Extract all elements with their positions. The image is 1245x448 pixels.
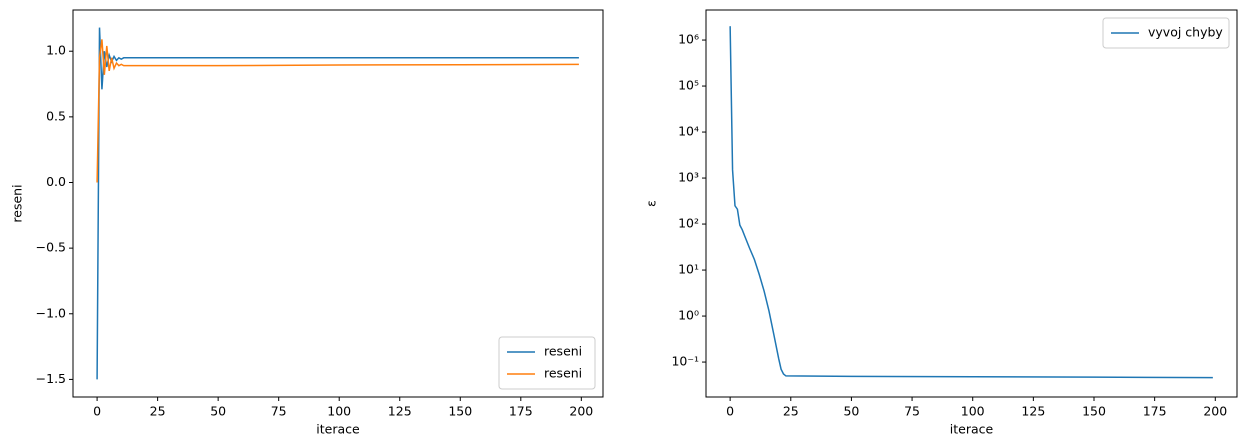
y-tick-label: 10⁶: [678, 32, 699, 47]
x-tick-label: 75: [904, 404, 920, 419]
data-line: [96, 39, 579, 183]
x-tick-label: 125: [1021, 404, 1045, 419]
y-axis-label: reseni: [10, 184, 25, 222]
x-axis-label: iterace: [950, 422, 994, 437]
legend: reseni reseni: [498, 336, 596, 390]
x-tick-label: 175: [509, 404, 533, 419]
data-line: [729, 26, 1213, 379]
x-tick-label: 200: [569, 404, 593, 419]
y-tick-label: 10⁵: [678, 78, 699, 93]
plot-area: [729, 26, 1213, 379]
x-tick-label: 0: [93, 404, 101, 419]
legend-box: [498, 336, 596, 390]
x-tick-label: 150: [1082, 404, 1106, 419]
x-tick-label: 175: [1143, 404, 1167, 419]
y-tick-label: 0.0: [46, 174, 66, 189]
x-tick-label: 100: [961, 404, 985, 419]
x-tick-label: 100: [327, 404, 351, 419]
y-tick-label: 10²: [678, 216, 699, 231]
x-tick-label: 75: [271, 404, 287, 419]
legend-label: reseni: [544, 344, 582, 359]
plot-area: [96, 27, 579, 380]
x-tick-label: 125: [388, 404, 412, 419]
y-tick-label: 1.0: [46, 43, 66, 58]
data-line: [96, 27, 579, 380]
legend-box: [1102, 17, 1230, 49]
x-axis-label: iterace: [316, 422, 360, 437]
x-tick-label: 150: [448, 404, 472, 419]
x-tick-label: 0: [726, 404, 734, 419]
x-tick-label: 25: [783, 404, 799, 419]
y-tick-label: 10⁻¹: [671, 354, 699, 369]
y-tick-label: 0.5: [46, 108, 66, 123]
legend-label: reseni: [544, 366, 582, 381]
x-tick-label: 200: [1203, 404, 1227, 419]
y-axis-label: ε: [644, 200, 659, 207]
y-tick-label: 10⁴: [678, 124, 699, 139]
legend: vyvoj chyby: [1102, 17, 1230, 49]
legend-label: vyvoj chyby: [1148, 25, 1223, 40]
x-tick-label: 25: [150, 404, 166, 419]
axes-frame: [705, 9, 1238, 398]
y-tick-label: −0.5: [36, 240, 66, 255]
y-tick-label: −1.0: [36, 305, 66, 320]
y-tick-label: 10¹: [678, 262, 699, 277]
y-tick-label: −1.5: [36, 371, 66, 386]
y-tick-label: 10⁰: [678, 308, 699, 323]
x-tick-label: 50: [210, 404, 226, 419]
x-tick-label: 50: [843, 404, 859, 419]
axes-frame: [72, 9, 604, 398]
y-tick-label: 10³: [678, 170, 699, 185]
